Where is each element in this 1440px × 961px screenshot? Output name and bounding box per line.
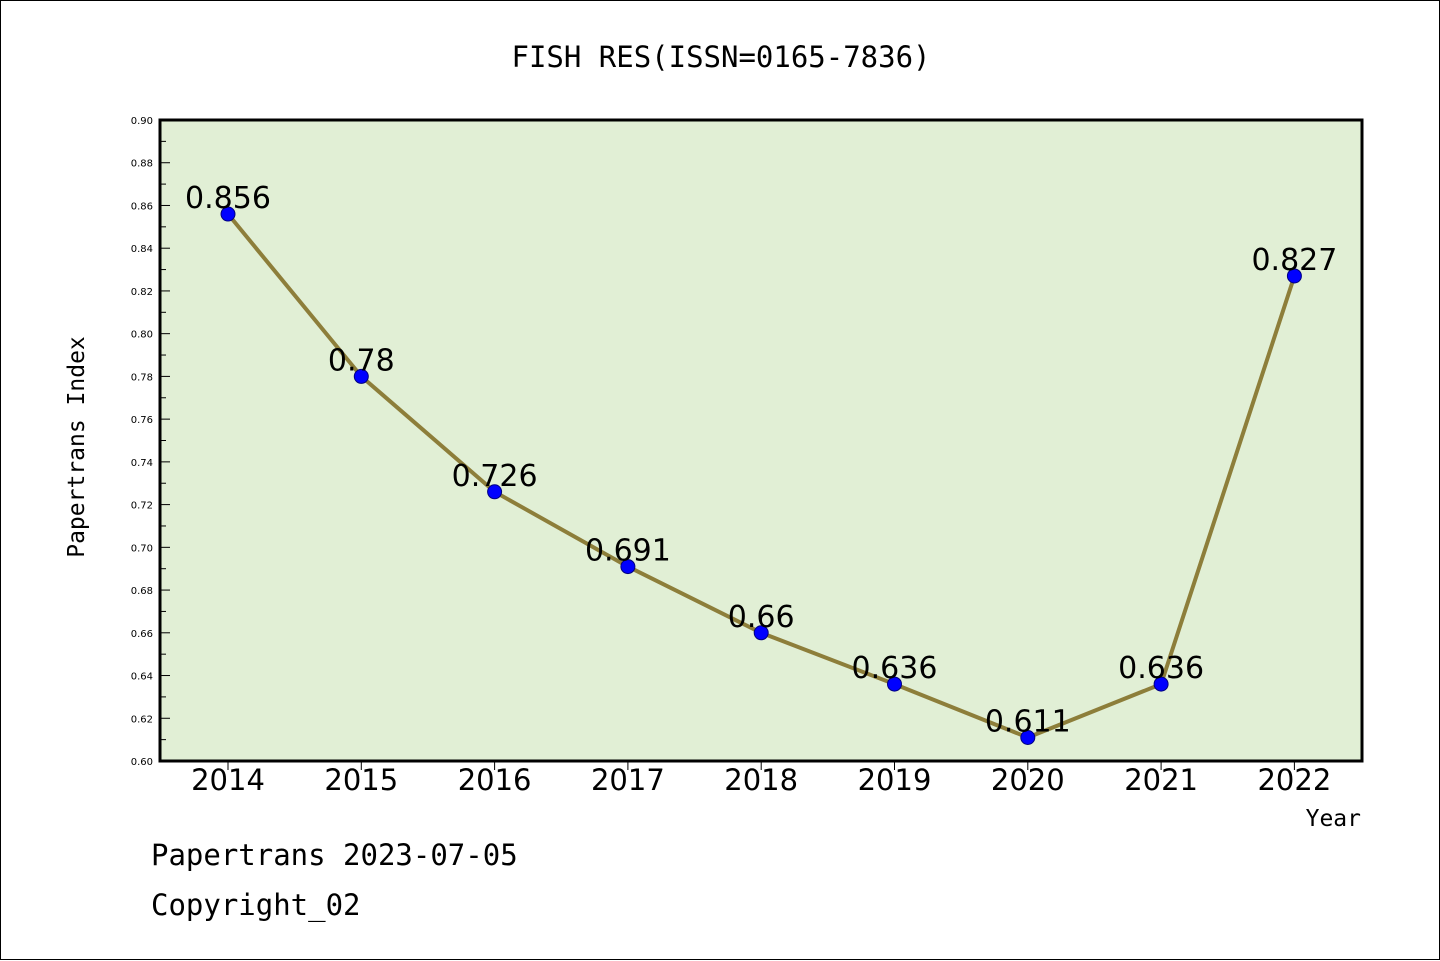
data-points (220, 206, 1302, 745)
y-tick-label: 0.60 (131, 757, 153, 768)
data-label: 0.726 (452, 459, 538, 494)
data-label: 0.611 (985, 704, 1071, 739)
y-axis-label: Papertrans Index (64, 336, 90, 558)
data-point (1153, 676, 1169, 692)
x-tick-label: 2015 (324, 763, 398, 797)
data-point (1020, 729, 1036, 745)
data-point (220, 206, 236, 222)
data-label: 0.78 (328, 343, 395, 378)
x-axis-label: Year (1306, 806, 1361, 832)
y-tick-label: 0.74 (131, 458, 153, 469)
x-axis-ticks: 2014 2015 2016 2017 2018 2019 2020 2021 2022 (191, 761, 1331, 797)
plot-area (158, 118, 1364, 763)
y-tick-label: 0.68 (131, 586, 153, 597)
data-label: 0.636 (852, 651, 938, 686)
y-tick-label: 0.66 (131, 629, 153, 640)
data-point (353, 368, 369, 384)
y-tick-label: 0.78 (131, 372, 153, 383)
data-label: 0.66 (728, 600, 795, 635)
y-tick-label: 0.84 (131, 244, 153, 255)
y-tick-label: 0.82 (131, 287, 153, 298)
x-tick-label: 2014 (191, 763, 265, 797)
chart-title: FISH RES(ISSN=0165-7836) (511, 40, 930, 74)
x-tick-label: 2016 (458, 763, 532, 797)
data-point (753, 625, 769, 641)
y-tick-label: 0.86 (131, 201, 153, 212)
y-tick-label: 0.76 (131, 415, 153, 426)
footer-date: Papertrans 2023-07-05 (151, 838, 518, 872)
x-tick-label: 2022 (1257, 763, 1331, 797)
footer-copyright: Copyright_02 (151, 888, 361, 923)
data-label: 0.691 (585, 534, 671, 569)
y-tick-label: 0.72 (131, 501, 153, 512)
x-tick-label: 2017 (591, 763, 665, 797)
data-label: 0.636 (1118, 651, 1204, 686)
y-tick-label: 0.64 (131, 672, 153, 683)
x-tick-label: 2021 (1124, 763, 1198, 797)
data-point (887, 676, 902, 692)
x-tick-label: 2020 (991, 763, 1065, 797)
x-tick-label: 2018 (724, 763, 798, 797)
y-tick-label: 0.70 (131, 543, 153, 554)
x-tick-label: 2019 (858, 763, 932, 797)
data-point (1286, 268, 1302, 284)
y-axis-ticks: 0.60 0.62 0.64 0.66 0.68 0.70 0.72 0.74 0.76 0.78… (131, 116, 170, 768)
data-labels: 0.856 0.78 0.726 0.691 0.66 0.636 0.611 0.636 0.… (185, 181, 1337, 739)
y-tick-label: 0.88 (131, 159, 153, 170)
data-label: 0.827 (1251, 243, 1337, 278)
data-label: 0.856 (185, 181, 271, 216)
y-tick-label: 0.80 (131, 330, 153, 341)
data-point (487, 484, 503, 500)
y-tick-label: 0.90 (131, 116, 153, 127)
data-point (620, 559, 636, 575)
y-tick-label: 0.62 (131, 714, 153, 725)
